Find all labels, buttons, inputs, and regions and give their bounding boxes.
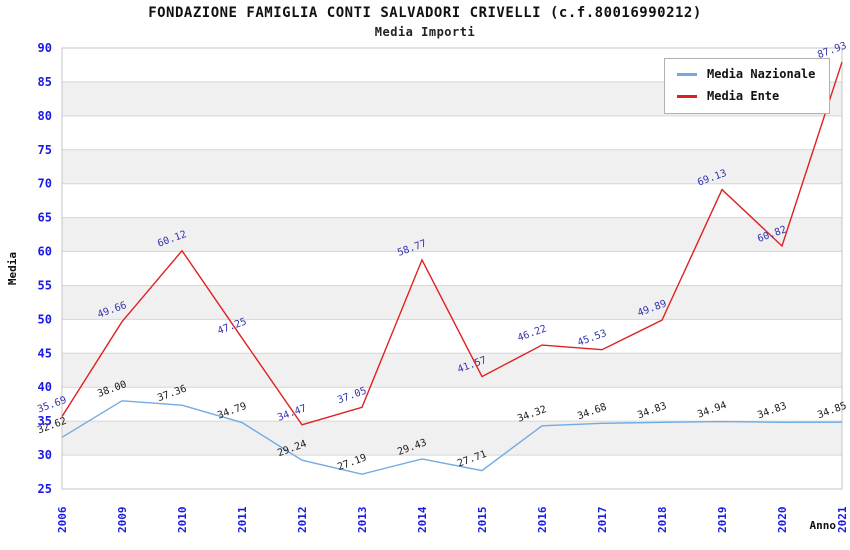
y-tick-label: 70 [38, 177, 52, 191]
series-line-media-nazionale [61, 400, 843, 475]
y-tick-label: 50 [38, 312, 52, 326]
plot-band [62, 353, 842, 388]
chart-subtitle: Media Importi [374, 25, 476, 39]
plot-band [62, 149, 842, 184]
y-tick-label: 45 [38, 346, 52, 360]
y-tick-label: 90 [38, 41, 52, 55]
x-tick-label: 2014 [416, 506, 429, 533]
y-tick-label: 55 [38, 278, 52, 292]
y-tick-label: 40 [38, 380, 52, 394]
plot-band [62, 285, 842, 320]
y-tick-label: 60 [38, 245, 52, 259]
page-title: FONDAZIONE FAMIGLIA CONTI SALVADORI CRIV… [148, 5, 702, 21]
x-tick-label: 2012 [296, 507, 309, 534]
plot-band [62, 217, 842, 252]
plot-band [62, 421, 842, 456]
x-tick-label: 2018 [656, 507, 669, 534]
plot-band [62, 319, 842, 354]
x-tick-label: 2006 [56, 506, 69, 533]
legend-swatch-line [677, 72, 697, 76]
plot-band [62, 115, 842, 150]
y-tick-label: 65 [38, 211, 52, 225]
x-tick-label: 2017 [596, 507, 609, 534]
y-tick-label: 25 [38, 482, 52, 496]
x-tick-label: 2016 [536, 506, 549, 533]
plot-band [62, 455, 842, 489]
plot-band [62, 251, 842, 286]
legend-item: Media Ente [677, 89, 815, 103]
x-axis-title: Anno [810, 519, 837, 532]
series-line-media-ente [61, 61, 843, 426]
x-tick-label: 2009 [116, 507, 129, 534]
x-tick-label: 2015 [476, 507, 489, 534]
y-tick-label: 75 [38, 143, 52, 157]
y-tick-label: 80 [38, 109, 52, 123]
plot-border [61, 47, 843, 490]
legend: Media Nazionale Media Ente [664, 58, 831, 114]
plot-band [62, 183, 842, 218]
x-tick-label: 2013 [356, 507, 369, 534]
legend-item: Media Nazionale [677, 67, 815, 81]
y-tick-label: 30 [38, 448, 52, 462]
y-axis-title: Media [6, 252, 19, 285]
x-tick-label: 2021 [836, 506, 849, 533]
legend-item-label: Media Ente [707, 89, 780, 103]
x-tick-label: 2019 [716, 507, 729, 534]
plot-band [62, 387, 842, 422]
legend-swatch-line [677, 94, 697, 98]
x-tick-label: 2010 [176, 507, 189, 534]
legend-item-label: Media Nazionale [707, 67, 816, 81]
x-tick-label: 2011 [236, 506, 249, 533]
y-tick-label: 35 [38, 414, 52, 428]
x-tick-label: 2020 [776, 507, 789, 534]
y-tick-label: 85 [38, 75, 52, 89]
